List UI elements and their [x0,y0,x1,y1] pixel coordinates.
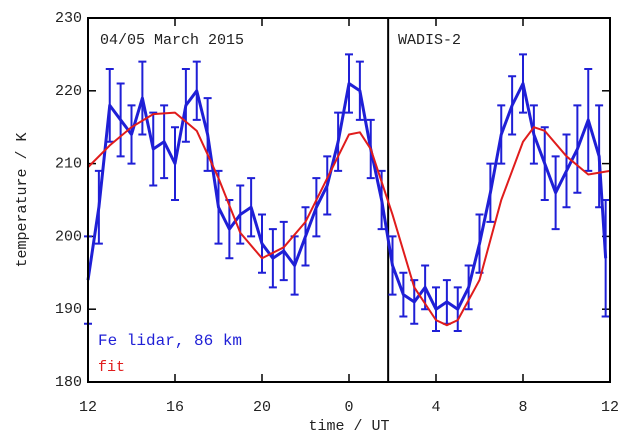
x-axis-label: time / UT [308,418,389,435]
y-axis-label: temperature / K [14,132,31,267]
date-annotation: 04/05 March 2015 [100,32,244,49]
x-tick-label: 20 [253,399,271,416]
y-tick-label: 190 [55,301,82,318]
y-tick-label: 200 [55,228,82,245]
campaign-annotation: WADIS-2 [398,32,461,49]
x-tick-label: 8 [518,399,527,416]
x-tick-label: 0 [344,399,353,416]
x-tick-label: 12 [79,399,97,416]
fit-line [87,111,611,327]
x-tick-label: 4 [431,399,440,416]
data-line [86,82,608,311]
x-tick-label: 16 [166,399,184,416]
plot-frame [87,17,611,383]
y-tick-label: 180 [55,374,82,391]
y-tick-label: 210 [55,156,82,173]
legend-fit: fit [98,359,125,376]
y-tick-label: 220 [55,83,82,100]
legend-lidar: Fe lidar, 86 km [98,332,242,350]
y-tick-label: 230 [55,10,82,27]
x-tick-label: 12 [601,399,619,416]
